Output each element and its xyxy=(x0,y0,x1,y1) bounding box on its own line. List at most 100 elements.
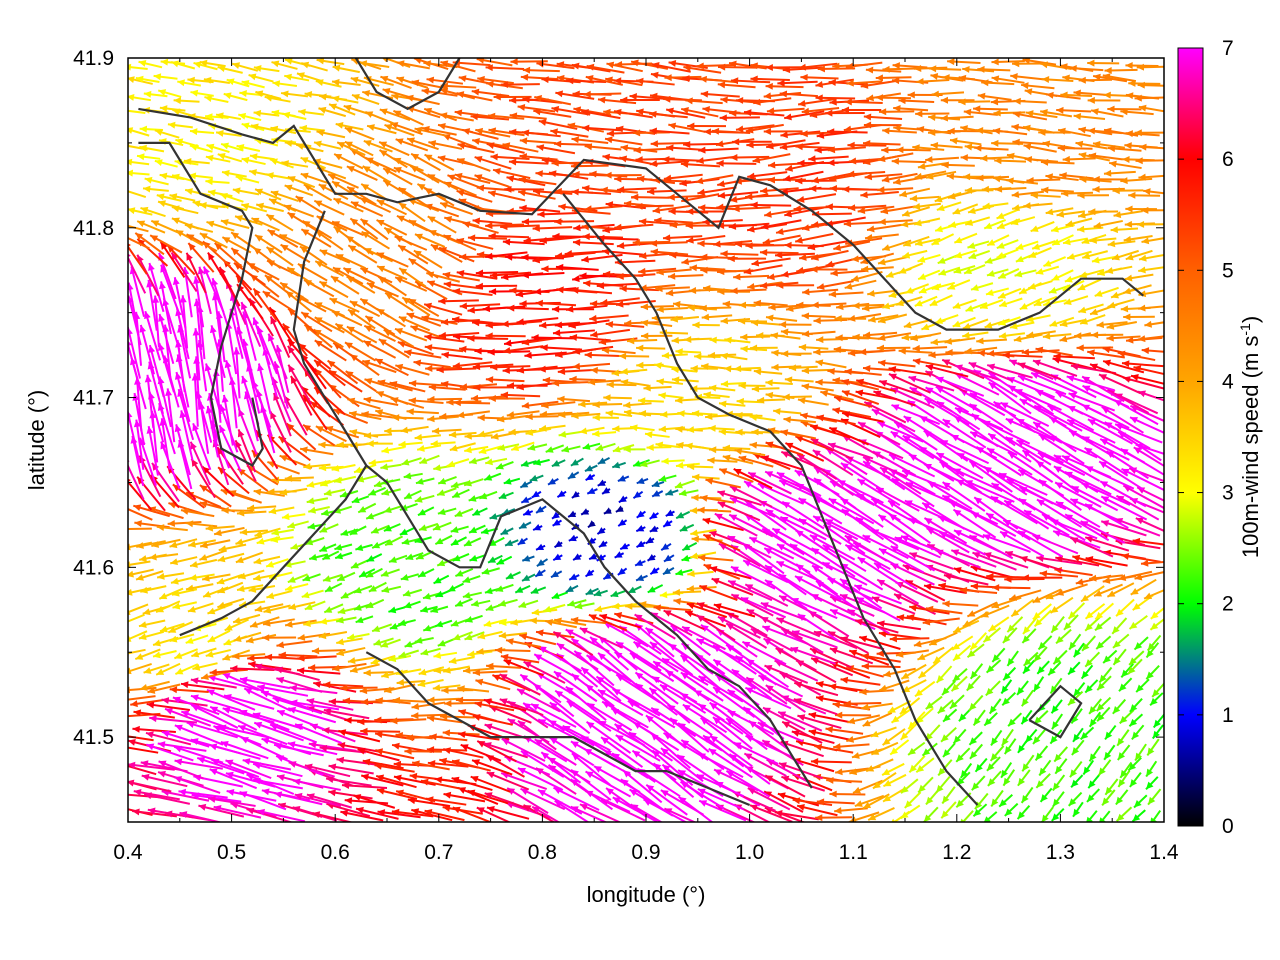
wind-arrow xyxy=(411,808,453,822)
wind-arrow-shaft xyxy=(713,768,759,792)
wind-arrow xyxy=(1086,810,1098,822)
wind-arrow xyxy=(425,796,467,806)
wind-arrow-head xyxy=(1040,794,1048,802)
wind-arrow-shaft xyxy=(485,754,525,778)
wind-arrow xyxy=(959,762,973,779)
wind-arrow-shaft xyxy=(213,805,262,819)
wind-arrow xyxy=(411,760,450,771)
wind-arrow-shaft xyxy=(593,765,641,793)
wind-arrow-head xyxy=(209,743,218,751)
wind-arrow-head xyxy=(765,775,774,782)
wind-arrow-head xyxy=(178,788,187,796)
wind-arrow xyxy=(288,761,335,778)
wind-arrow xyxy=(257,808,306,822)
wind-arrow xyxy=(484,792,528,810)
wind-arrow-head xyxy=(660,748,669,756)
wind-arrow-head xyxy=(220,741,229,748)
wind-arrow-shaft xyxy=(209,743,261,760)
wind-arrow-shaft xyxy=(476,806,512,822)
wind-arrow xyxy=(764,774,806,798)
wind-arrow-shaft xyxy=(133,790,180,801)
wind-arrow xyxy=(882,787,907,803)
wind-arrow-head xyxy=(792,797,801,805)
wind-arrow-head xyxy=(425,796,434,804)
wind-arrow-head xyxy=(288,761,297,768)
wind-arrow xyxy=(1127,756,1142,772)
wind-arrow-shaft xyxy=(763,790,804,813)
wind-arrow-head xyxy=(883,779,892,787)
wind-arrow-head xyxy=(781,775,790,783)
wind-arrow-shaft xyxy=(628,788,674,817)
wind-arrow xyxy=(451,759,491,772)
wind-arrow-head xyxy=(174,776,183,783)
wind-arrow xyxy=(1069,760,1083,778)
wind-arrow-head xyxy=(585,771,594,779)
wind-arrow xyxy=(391,808,434,818)
wind-arrow xyxy=(1086,788,1101,803)
wind-arrow-shaft xyxy=(540,751,582,784)
wind-arrow-head xyxy=(353,794,362,801)
wind-arrow-head xyxy=(520,788,529,795)
wind-arrow-head xyxy=(1003,777,1011,786)
wind-arrow-shaft xyxy=(225,759,272,780)
wind-arrow xyxy=(1099,810,1111,822)
wind-arrow-head xyxy=(276,774,285,781)
wind-arrow xyxy=(698,799,747,822)
wind-arrow-head xyxy=(660,790,669,797)
wind-arrow-head xyxy=(942,795,950,804)
wind-arrow-head xyxy=(697,788,706,796)
wind-arrow xyxy=(713,768,759,792)
wind-arrow-head xyxy=(1098,767,1106,776)
wind-arrow-shaft xyxy=(306,793,353,809)
wind-arrow-head xyxy=(777,792,786,800)
wind-arrow-head xyxy=(1068,798,1077,806)
wind-arrow-head xyxy=(476,807,485,814)
wind-arrow xyxy=(835,767,869,776)
wind-arrow xyxy=(697,788,745,811)
wind-arrow xyxy=(486,805,530,820)
wind-arrow xyxy=(340,809,384,822)
wind-arrow-head xyxy=(1086,816,1093,822)
wind-arrow-shaft xyxy=(207,797,256,807)
wind-arrow xyxy=(826,776,863,784)
wind-arrow xyxy=(375,774,417,789)
wind-arrow-head xyxy=(261,737,270,745)
wind-arrow-head xyxy=(1134,799,1142,808)
wind-arrow-head xyxy=(174,758,183,766)
wind-arrow-head xyxy=(486,805,495,813)
wind-arrow-head xyxy=(158,760,167,768)
wind-arrow-shaft xyxy=(636,767,681,798)
wind-arrow-head xyxy=(225,759,234,767)
wind-arrow xyxy=(146,743,194,762)
wind-arrow-shaft xyxy=(353,794,396,809)
wind-arrow-shaft xyxy=(747,787,791,811)
wind-arrow xyxy=(904,791,922,809)
wind-arrow-head xyxy=(1128,762,1137,771)
wind-arrow-head xyxy=(304,763,313,771)
wind-arrow-head xyxy=(443,791,452,799)
wind-arrow-head xyxy=(986,763,995,771)
wind-arrow-head xyxy=(606,788,614,796)
wind-arrow-shaft xyxy=(553,786,600,811)
wind-arrow-shaft xyxy=(517,767,564,791)
wind-arrow-head xyxy=(1052,782,1060,791)
wind-arrow-shaft xyxy=(377,810,421,819)
wind-arrow xyxy=(540,751,582,784)
wind-arrow-shaft xyxy=(605,787,647,818)
wind-arrow-head xyxy=(376,774,385,782)
wind-arrow xyxy=(470,775,511,793)
wind-arrow-shaft xyxy=(579,803,622,822)
wind-arrow xyxy=(1052,791,1065,808)
wind-arrow xyxy=(696,773,745,798)
wind-arrow xyxy=(923,806,939,822)
wind-arrow-shaft xyxy=(547,756,591,784)
wind-arrow xyxy=(1115,789,1129,806)
wind-arrow xyxy=(660,789,704,816)
wind-arrow-shaft xyxy=(698,799,747,822)
wind-arrow xyxy=(1101,789,1116,806)
wind-arrow xyxy=(294,792,342,808)
wind-arrow-shaft xyxy=(749,804,793,822)
wind-arrow xyxy=(1115,806,1133,822)
wind-arrow-head xyxy=(744,753,753,760)
wind-arrow-head xyxy=(1069,769,1078,778)
